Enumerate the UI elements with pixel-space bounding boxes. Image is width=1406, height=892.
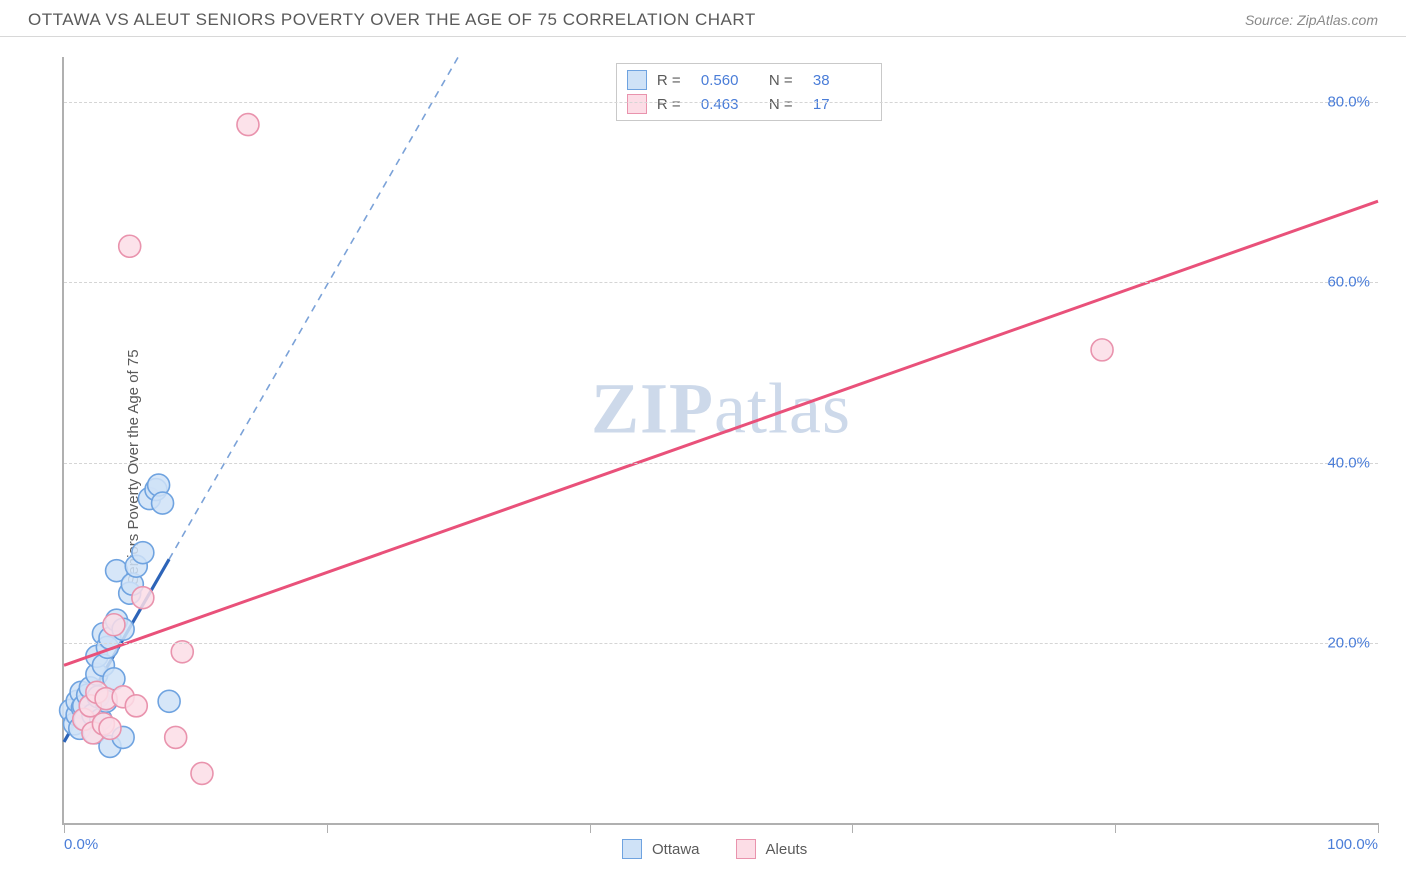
gridline (64, 643, 1378, 644)
series-legend: Ottawa Aleuts (622, 839, 807, 859)
legend-row: R = 0.560 N = 38 (627, 68, 871, 92)
plot-area: ZIPatlas R =0.560N =38R =0.463N =17 20.0… (62, 57, 1378, 825)
legend-label: Ottawa (652, 841, 700, 858)
legend-item: Ottawa (622, 839, 700, 859)
x-tick (64, 823, 65, 833)
x-tick (1115, 823, 1116, 833)
x-tick (590, 823, 591, 833)
y-tick-label: 40.0% (1327, 454, 1370, 471)
correlation-legend: R = 0.560 N = 38 R = 0.463 N = 17 (616, 63, 882, 121)
legend-swatch (627, 70, 647, 90)
legend-r-value: 0.463 (701, 96, 759, 113)
chart-container: Seniors Poverty Over the Age of 75 ZIPat… (28, 57, 1378, 877)
x-tick-label: 0.0% (64, 836, 98, 853)
legend-label: Aleuts (766, 841, 808, 858)
gridline (64, 463, 1378, 464)
chart-title: OTTAWA VS ALEUT SENIORS POVERTY OVER THE… (28, 10, 756, 30)
gridline (64, 282, 1378, 283)
legend-swatch (622, 839, 642, 859)
x-tick (327, 823, 328, 833)
x-tick-label: 100.0% (1327, 836, 1378, 853)
legend-r-label: R = (657, 72, 691, 89)
x-tick (852, 823, 853, 833)
legend-r-label: R = (657, 96, 691, 113)
legend-swatch (627, 94, 647, 114)
gridline (64, 102, 1378, 103)
legend-n-label: N = (769, 96, 803, 113)
legend-n-value: 38 (813, 72, 871, 89)
y-tick-label: 80.0% (1327, 94, 1370, 111)
legend-r-value: 0.560 (701, 72, 759, 89)
legend-swatch (736, 839, 756, 859)
x-tick (1378, 823, 1379, 833)
legend-item: Aleuts (736, 839, 808, 859)
legend-row: R = 0.463 N = 17 (627, 92, 871, 116)
legend-n-value: 17 (813, 96, 871, 113)
legend-n-label: N = (769, 72, 803, 89)
y-tick-label: 20.0% (1327, 634, 1370, 651)
y-tick-label: 60.0% (1327, 274, 1370, 291)
source-label: Source: ZipAtlas.com (1245, 12, 1378, 28)
